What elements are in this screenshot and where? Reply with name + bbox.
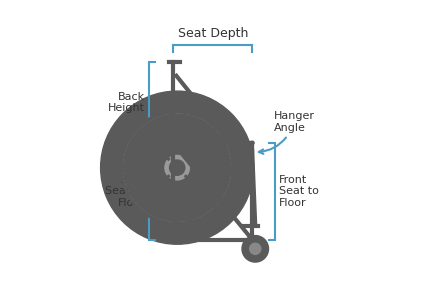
Text: Back
Height: Back Height: [108, 92, 145, 113]
Circle shape: [250, 243, 261, 254]
Circle shape: [165, 155, 190, 180]
Circle shape: [124, 114, 231, 221]
Circle shape: [242, 236, 269, 262]
Circle shape: [170, 160, 185, 175]
Circle shape: [101, 91, 254, 244]
Text: Front
Seat to
Floor: Front Seat to Floor: [279, 175, 319, 208]
Text: Rear
Seat to
Floor: Rear Seat to Floor: [105, 175, 145, 208]
Circle shape: [121, 112, 233, 224]
Text: Hanger
Angle: Hanger Angle: [259, 111, 314, 154]
Text: Seat Depth: Seat Depth: [178, 27, 248, 40]
